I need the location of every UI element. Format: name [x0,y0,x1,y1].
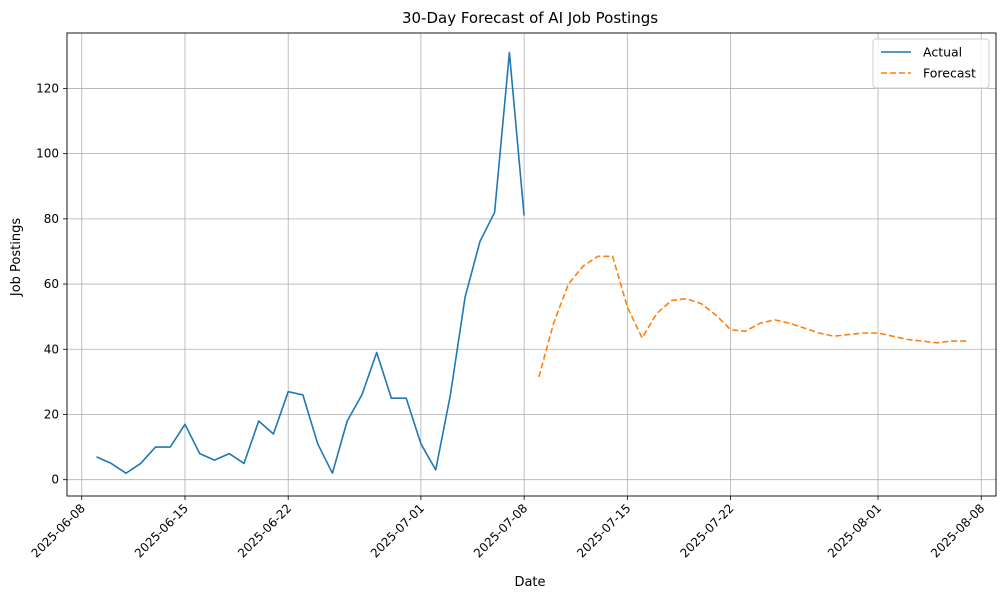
x-tick-label: 2025-08-08 [928,501,987,560]
x-axis-label: Date [514,575,545,590]
series-line-forecast [538,255,967,378]
y-tick-label: 60 [44,277,59,291]
y-tick-label: 80 [44,212,59,226]
x-tick-label: 2025-07-08 [471,501,530,560]
legend: Actual Forecast [872,38,990,89]
plot-frame [66,32,997,497]
y-tick-label: 100 [36,147,59,161]
x-tick-label: 2025-06-22 [235,501,294,560]
y-axis-ticks: 0 20 40 60 80 100 120 [36,81,67,487]
y-tick-label: 0 [51,473,59,487]
y-tick-label: 40 [44,342,59,356]
x-tick-label: 2025-06-15 [132,501,191,560]
x-tick-label: 2025-08-01 [825,501,884,560]
series-lines [96,51,967,475]
x-tick-label: 2025-06-08 [29,501,88,560]
y-tick-label: 20 [44,407,59,421]
x-axis-ticks: 2025-06-08 2025-06-15 2025-06-22 2025-07-01… [29,496,987,560]
grid [67,33,996,496]
x-tick-label: 2025-07-22 [677,501,736,560]
x-tick-label: 2025-07-15 [574,501,633,560]
legend-label-forecast: Forecast [923,66,976,81]
y-axis-label: Job Postings [9,218,24,297]
legend-label-actual: Actual [923,45,962,60]
chart-title: 30-Day Forecast of AI Job Postings [402,9,658,27]
series-line-actual [96,51,525,475]
x-tick-label: 2025-07-01 [368,501,427,560]
y-tick-label: 120 [36,81,59,95]
